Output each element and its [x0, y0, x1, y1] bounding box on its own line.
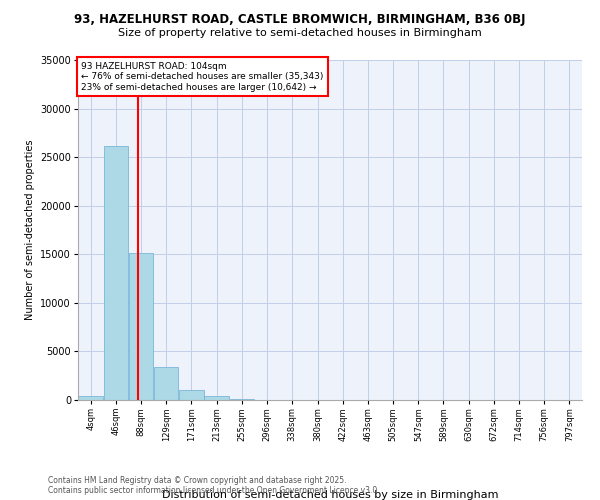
- X-axis label: Distribution of semi-detached houses by size in Birmingham: Distribution of semi-detached houses by …: [162, 490, 498, 500]
- Bar: [205, 396, 229, 400]
- Bar: [79, 396, 103, 400]
- Text: Contains HM Land Registry data © Crown copyright and database right 2025.
Contai: Contains HM Land Registry data © Crown c…: [48, 476, 380, 495]
- Bar: [179, 390, 204, 400]
- Y-axis label: Number of semi-detached properties: Number of semi-detached properties: [25, 140, 35, 320]
- Bar: [104, 146, 128, 400]
- Bar: [129, 254, 153, 400]
- Text: Size of property relative to semi-detached houses in Birmingham: Size of property relative to semi-detach…: [118, 28, 482, 38]
- Bar: [154, 368, 178, 400]
- Text: 93, HAZELHURST ROAD, CASTLE BROMWICH, BIRMINGHAM, B36 0BJ: 93, HAZELHURST ROAD, CASTLE BROMWICH, BI…: [74, 12, 526, 26]
- Bar: [230, 398, 254, 400]
- Text: 93 HAZELHURST ROAD: 104sqm
← 76% of semi-detached houses are smaller (35,343)
23: 93 HAZELHURST ROAD: 104sqm ← 76% of semi…: [81, 62, 323, 92]
